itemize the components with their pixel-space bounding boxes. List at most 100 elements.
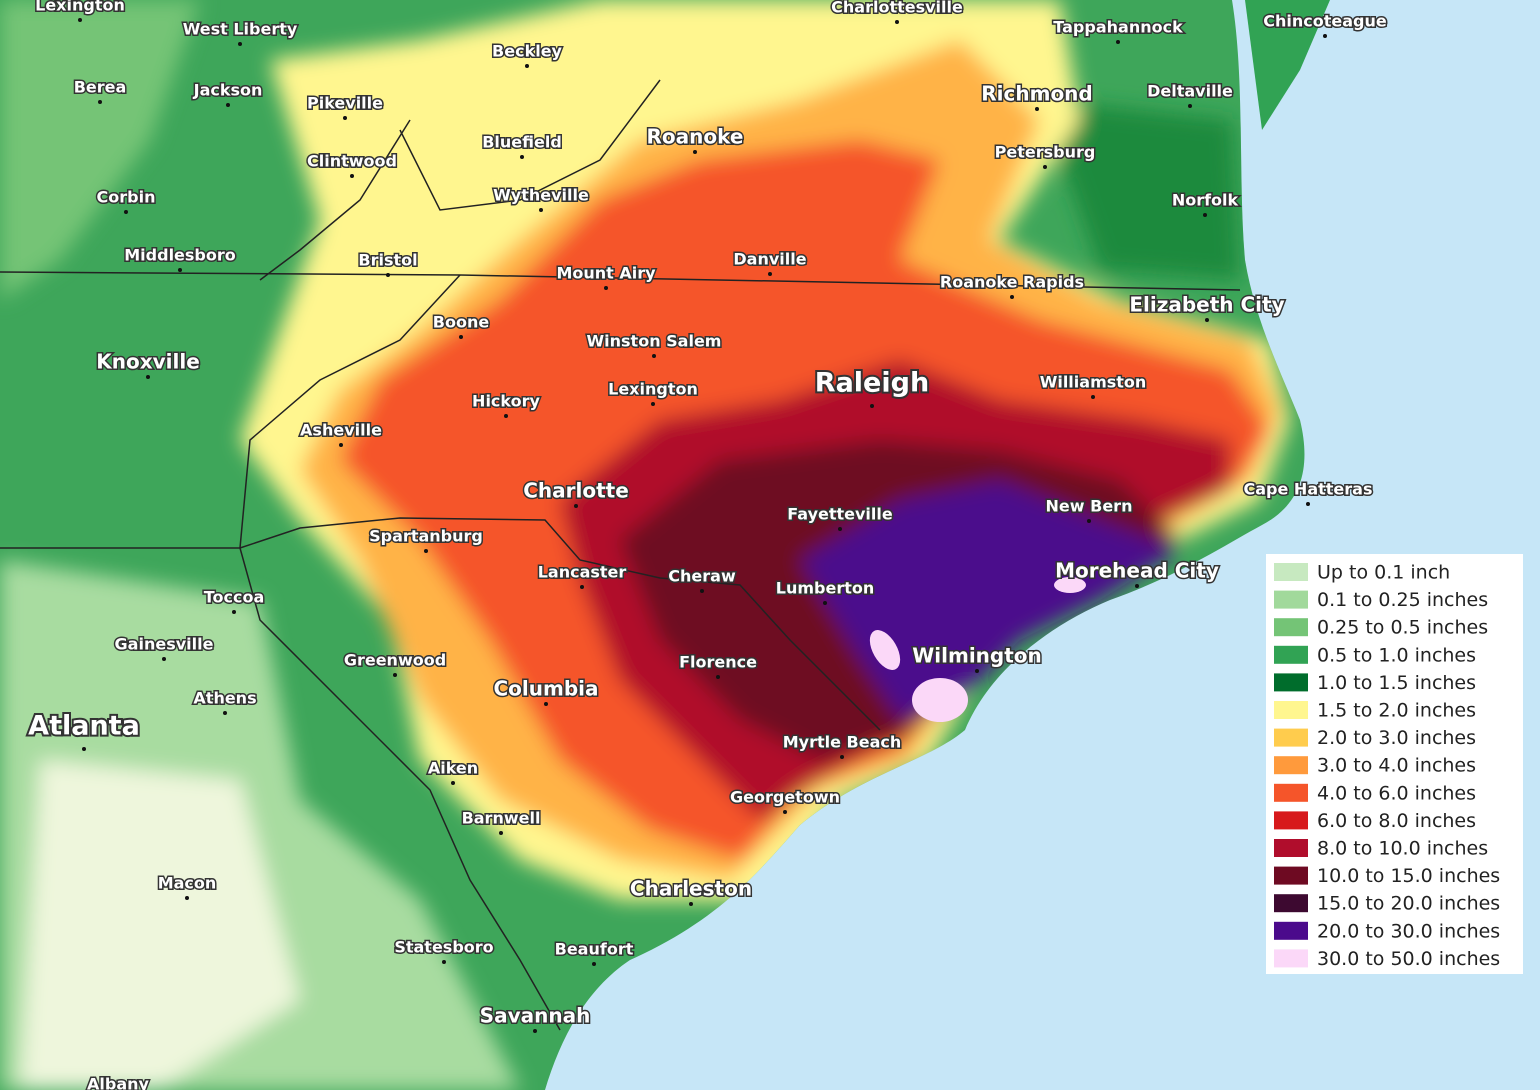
city-label: Toccoa [204,588,265,607]
city-dot [870,404,874,408]
city-dot [592,962,596,966]
city-dot [82,747,86,751]
legend-label: 3.0 to 4.0 inches [1317,755,1476,777]
city-label: Roanoke Rapids [940,273,1084,292]
legend-label: 15.0 to 20.0 inches [1317,893,1500,915]
city-label: Myrtle Beach [783,733,902,752]
city-dot [1010,295,1014,299]
city-label: Savannah [480,1004,591,1028]
legend-swatch [1274,590,1308,609]
city-label: Lancaster [538,563,627,582]
city-label: Fayetteville [787,505,893,524]
legend-items: Up to 0.1 inch 0.1 to 0.25 inches 0.25 to … [1274,562,1500,970]
legend-swatch [1274,618,1308,637]
city-label: Winston Salem [587,332,722,351]
city-dot [1203,213,1207,217]
city-dot [78,18,82,22]
city-dot [700,589,704,593]
city-label: Knoxville [96,350,200,374]
city-dot [783,810,787,814]
legend-label: 20.0 to 30.0 inches [1317,920,1500,942]
city-dot [716,675,720,679]
city-dot [533,1029,537,1033]
city-dot [146,375,150,379]
city-label: West Liberty [183,20,298,39]
city-dot [185,896,189,900]
city-dot [350,174,354,178]
city-label: Danville [733,250,806,269]
legend-swatch [1274,701,1308,719]
city-dot [1135,584,1139,588]
legend-swatch [1274,949,1308,968]
city-dot [838,527,842,531]
city-label: Bluefield [482,133,562,152]
legend-label: 1.5 to 2.0 inches [1317,700,1476,722]
city-label: Charlottesville [831,0,963,17]
peninsula [1245,0,1330,130]
city-dot [393,673,397,677]
city-label: Albany [87,1075,150,1090]
legend-label: 4.0 to 6.0 inches [1317,782,1476,804]
legend-box [1266,554,1523,974]
city-label: Columbia [493,677,598,701]
city-dot [442,960,446,964]
legend-swatch [1274,728,1308,747]
city-dot [604,286,608,290]
city-label: Macon [158,874,217,893]
legend-label: 1.0 to 1.5 inches [1317,672,1476,694]
city-label: New Bern [1046,497,1133,516]
city-label: Roanoke [647,125,744,149]
city-label: Norfolk [1172,191,1239,210]
city-dot [652,354,656,358]
city-dot [343,116,347,120]
city-dot [1091,395,1095,399]
city-dot [651,402,655,406]
city-dot [768,272,772,276]
city-label: Boone [433,313,490,332]
city-dot [689,902,693,906]
city-dot [975,669,979,673]
legend-label: 8.0 to 10.0 inches [1317,838,1488,860]
legend-swatch [1274,563,1308,581]
city-label: Wilmington [912,644,1042,668]
city-dot [124,210,128,214]
city-label: Lexington [608,380,698,399]
legend-swatch [1274,839,1308,857]
city-dot [1043,165,1047,169]
city-dot [1087,519,1091,523]
city-dot [339,443,343,447]
city-label: Jackson [193,81,263,100]
city-label: Aiken [428,759,478,778]
city-label: Williamston [1040,373,1147,392]
city-dot [840,755,844,759]
legend-label: 0.5 to 1.0 inches [1317,644,1476,666]
city-dot [1306,502,1310,506]
city-label: Lumberton [776,579,874,598]
city-label: Pikeville [307,94,383,113]
city-dot [459,335,463,339]
city-dot [1323,34,1327,38]
city-dot [178,268,182,272]
city-label: Charlotte [523,479,629,503]
city-dot [162,657,166,661]
legend-label: 0.25 to 0.5 inches [1317,617,1488,639]
city-label: Wytheville [493,186,589,205]
city-dot [1035,107,1039,111]
rain-cell [869,630,901,670]
city-dot [525,64,529,68]
city-label: Cape Hatteras [1244,480,1373,499]
legend-swatch [1274,756,1308,775]
city-labels: Lexington West Liberty Beckley Charlottesvi… [26,0,1388,1090]
city-label: Clintwood [307,152,397,171]
rain-cell [1054,577,1086,593]
city-label: Mount Airy [556,264,656,283]
city-label: Morehead City [1055,559,1219,583]
legend-swatch [1274,673,1308,692]
city-label: Lexington [35,0,125,15]
city-dot [424,549,428,553]
city-dot [504,414,508,418]
rain-cell [912,678,968,722]
city-label: Atlanta [28,711,140,742]
legend-swatch [1274,894,1308,913]
